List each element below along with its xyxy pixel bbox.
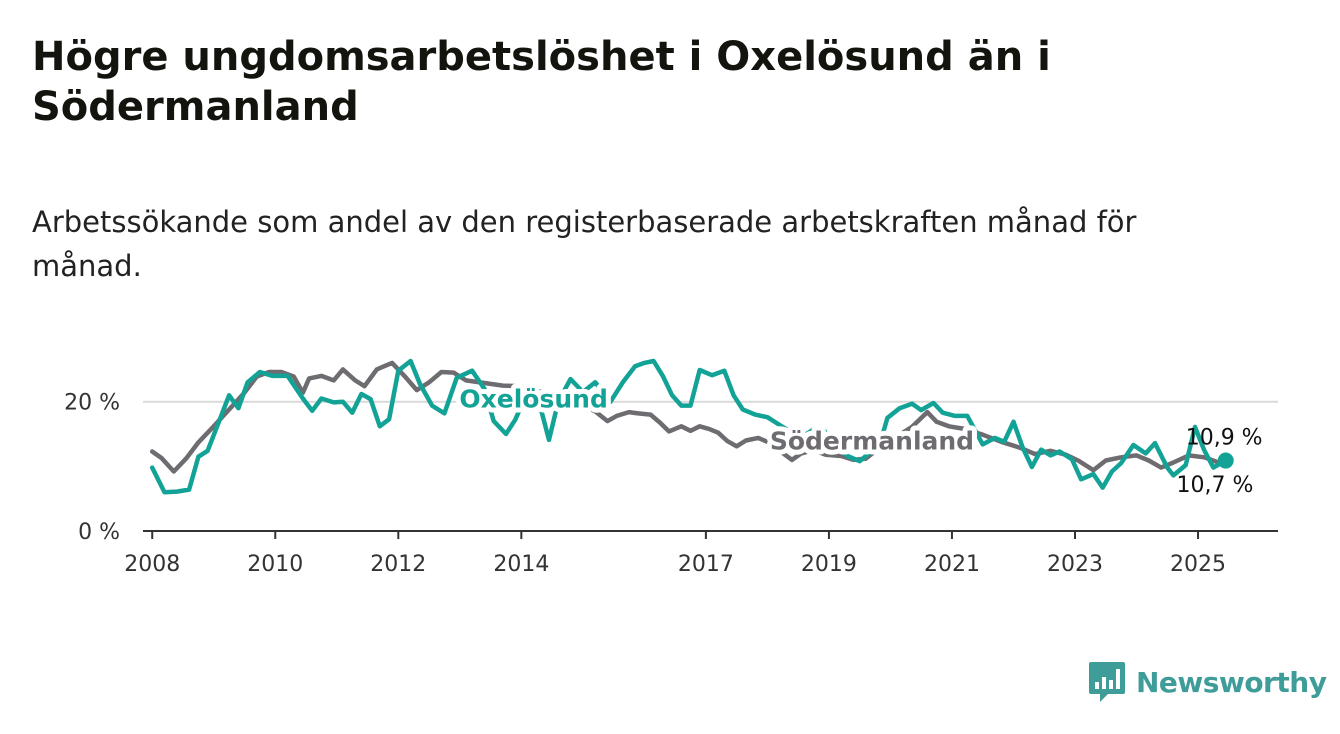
series-line-oxel-sund [149, 358, 1228, 495]
x-tick-label: 2012 [370, 552, 426, 577]
y-tick-label: 20 % [64, 391, 120, 416]
x-tick-label: 2008 [124, 552, 180, 577]
series-line-s-dermanland [149, 360, 1219, 474]
x-tick-label: 2019 [801, 552, 857, 577]
series-lines [149, 358, 1228, 495]
end-point-marker [1217, 452, 1234, 469]
axes: 0 % 20 % 2008 2010 2012 2014 2017 2019 2021 2023 2… [64, 391, 1278, 577]
end-value-label: 10,9 % [1186, 426, 1263, 451]
x-tick-label: 2017 [678, 552, 734, 577]
end-value-label: 10,7 % [1176, 473, 1253, 498]
chart-labels: 10,7 % 10,9 % Oxelösund Södermanland [454, 379, 1263, 498]
x-tick-label: 2021 [924, 552, 980, 577]
x-tick-label: 2010 [247, 552, 303, 577]
newsworthy-logo: Newsworthy [1088, 660, 1327, 704]
chart-title: Högre ungdomsarbetslöshet i Oxelösund än… [32, 34, 1051, 130]
x-tick-label: 2023 [1047, 552, 1103, 577]
y-tick-label: 0 % [78, 520, 120, 545]
chart-subtitle: Arbetssökande som andel av den registerb… [32, 205, 1137, 283]
x-tick-label: 2014 [493, 552, 549, 577]
series-inline-label: Södermanland [770, 427, 974, 456]
bar-chart-bubble-icon [1089, 662, 1125, 702]
x-tick-label: 2025 [1170, 552, 1226, 577]
line-chart: 0 % 20 % 2008 2010 2012 2014 2017 2019 2021 2023 2… [64, 358, 1278, 577]
logo-wordmark: Newsworthy [1136, 665, 1327, 699]
series-inline-label: Oxelösund [459, 384, 607, 413]
